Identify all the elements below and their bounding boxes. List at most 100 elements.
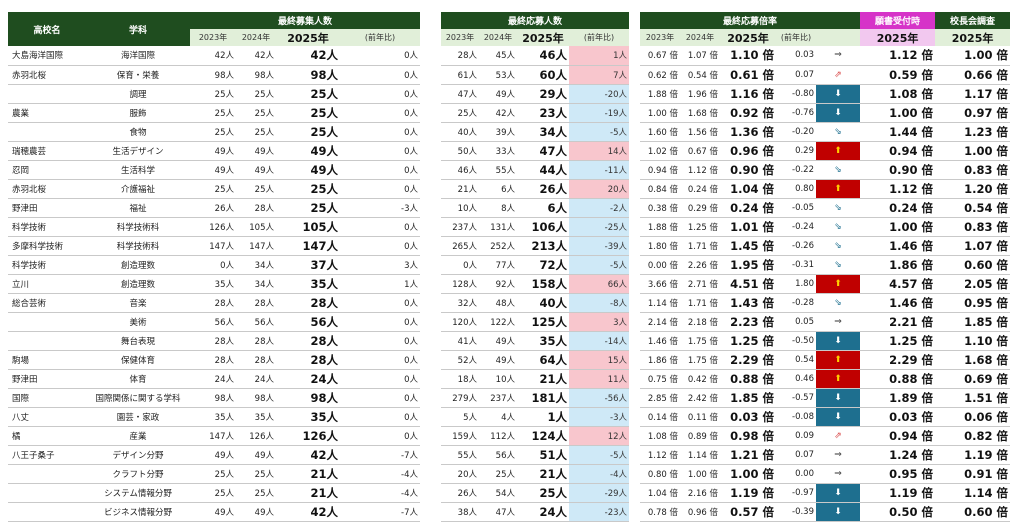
recruit-diff: -7人 [340, 445, 421, 465]
ratio-table: 最終応募倍率 願書受付時 校長会調査 2023年 2024年 2025年 (前年… [640, 12, 1011, 522]
application-ratio: 1.08 倍 [860, 84, 936, 104]
table-row: 18人 10人 21人 11人 [441, 369, 630, 389]
applicants-2024: 92人 [479, 274, 517, 294]
applicants-diff: -39人 [569, 236, 630, 256]
applicants-2023: 32人 [441, 293, 479, 313]
recruit-2023: 42人 [190, 46, 236, 66]
recruit-2024: 49人 [236, 445, 276, 465]
applicants-diff: 12人 [569, 426, 630, 446]
applicants-diff: -14人 [569, 331, 630, 351]
survey-ratio: 1.17 倍 [935, 84, 1011, 104]
ratio-2025-header: 2025年 [720, 29, 776, 46]
recruit-2025: 49人 [276, 160, 340, 180]
ratio-2024: 1.75 倍 [680, 350, 720, 370]
applicants-2023: 28人 [441, 46, 479, 66]
table-row: 総合芸術 音楽 28人 28人 28人 0人 [8, 293, 421, 313]
applicants-2023: 10人 [441, 198, 479, 218]
ratio-diff: -0.31 [776, 255, 816, 275]
dept-name: 福祉 [86, 198, 190, 218]
ratio-2024: 1.68 倍 [680, 103, 720, 123]
dept-header: 学科 [86, 12, 190, 46]
applicants-2025: 72人 [517, 255, 569, 275]
applicants-2024: 122人 [479, 312, 517, 332]
recruit-2024: 25人 [236, 84, 276, 104]
applicants-2024-header: 2024年 [479, 29, 517, 46]
recruit-2025: 49人 [276, 141, 340, 161]
table-row: 大島海洋国際 海洋国際 42人 42人 42人 0人 [8, 46, 421, 66]
survey-ratio: 1.19 倍 [935, 445, 1011, 465]
applicants-2025: 24人 [517, 502, 569, 522]
recruit-2025: 25人 [276, 84, 340, 104]
school-name: 多摩科学技術 [8, 236, 86, 256]
survey-ratio: 0.54 倍 [935, 198, 1011, 218]
ratio-2023: 1.02 倍 [640, 141, 680, 161]
applicants-2025: 46人 [517, 46, 569, 66]
dept-name: 創造理数 [86, 255, 190, 275]
table-row: 駒場 保健体育 28人 28人 28人 0人 [8, 350, 421, 370]
recruit-2023: 35人 [190, 274, 236, 294]
applicants-diff-header: (前年比) [569, 29, 630, 46]
application-ratio: 2.21 倍 [860, 312, 936, 332]
survey-ratio: 0.97 倍 [935, 103, 1011, 123]
recruit-2024: 34人 [236, 255, 276, 275]
ratio-2023: 0.94 倍 [640, 160, 680, 180]
ratio-diff: 0.07 [776, 65, 816, 85]
trend-arrow-icon: ⇒ [816, 312, 861, 332]
table-row: 2.85 倍 2.42 倍 1.85 倍 -0.57 ⬇ 1.89 倍 1.51 倍 [640, 388, 1011, 408]
applicants-2023-header: 2023年 [441, 29, 479, 46]
table-row: 1.14 倍 1.71 倍 1.43 倍 -0.28 ⇘ 1.46 倍 0.95 倍 [640, 293, 1011, 313]
ratio-diff: -0.76 [776, 103, 816, 123]
application-ratio: 0.03 倍 [860, 407, 936, 427]
ratio-2024: 0.42 倍 [680, 369, 720, 389]
recruit-diff: -3人 [340, 198, 421, 218]
recruit-diff: 0人 [340, 236, 421, 256]
applicants-diff: 15人 [569, 350, 630, 370]
table-row: 28人 45人 46人 1人 [441, 46, 630, 66]
survey-ratio: 1.14 倍 [935, 483, 1011, 503]
recruit-2023: 49人 [190, 160, 236, 180]
recruit-2023: 25人 [190, 122, 236, 142]
application-ratio: 0.95 倍 [860, 464, 936, 484]
trend-arrow-icon: ⬇ [816, 388, 861, 408]
recruit-group-header: 最終募集人数 [190, 12, 421, 29]
application-ratio: 1.12 倍 [860, 46, 936, 66]
applicants-diff: -2人 [569, 198, 630, 218]
application-ratio: 4.57 倍 [860, 274, 936, 294]
recruit-2024: 25人 [236, 483, 276, 503]
table-row: 八王子桑子 デザイン分野 49人 49人 42人 -7人 [8, 445, 421, 465]
table-row: 0.84 倍 0.24 倍 1.04 倍 0.80 ⬆ 1.12 倍 1.20 倍 [640, 179, 1011, 199]
ratio-2023: 0.80 倍 [640, 464, 680, 484]
recruit-2025: 21人 [276, 464, 340, 484]
recruit-2023: 28人 [190, 293, 236, 313]
applicants-2024: 131人 [479, 217, 517, 237]
ratio-2023: 2.14 倍 [640, 312, 680, 332]
recruit-2025: 21人 [276, 483, 340, 503]
table-row: 0.62 倍 0.54 倍 0.61 倍 0.07 ⇗ 0.59 倍 0.66 倍 [640, 65, 1011, 85]
ratio-2024: 1.25 倍 [680, 217, 720, 237]
recruitment-table: 高校名 学科 最終募集人数 2023年 2024年 2025年 (前年比) 大島… [8, 12, 421, 522]
recruit-2025: 98人 [276, 65, 340, 85]
table-row: 科学技術 創造理数 0人 34人 37人 3人 [8, 255, 421, 275]
table-row: 46人 55人 44人 -11人 [441, 160, 630, 180]
ratio-2023: 1.80 倍 [640, 236, 680, 256]
applicants-2024: 49人 [479, 331, 517, 351]
ratio-2025: 2.29 倍 [720, 350, 776, 370]
survey-year-header: 2025年 [935, 29, 1011, 46]
school-name: 大島海洋国際 [8, 46, 86, 66]
table-row: 279人 237人 181人 -56人 [441, 388, 630, 408]
survey-ratio: 0.91 倍 [935, 464, 1011, 484]
recruit-diff: 0人 [340, 217, 421, 237]
table-row: 1.88 倍 1.96 倍 1.16 倍 -0.80 ⬇ 1.08 倍 1.17 倍 [640, 84, 1011, 104]
table-row: ビジネス情報分野 49人 49人 42人 -7人 [8, 502, 421, 522]
applicants-2025: 64人 [517, 350, 569, 370]
trend-arrow-icon: ⇘ [816, 160, 861, 180]
survey-ratio: 0.66 倍 [935, 65, 1011, 85]
recruit-2025: 25人 [276, 179, 340, 199]
recruit-2023: 35人 [190, 407, 236, 427]
applicants-2023: 159人 [441, 426, 479, 446]
applicants-2025: 60人 [517, 65, 569, 85]
applicants-2024: 48人 [479, 293, 517, 313]
dept-name: 服飾 [86, 103, 190, 123]
applicants-2023: 120人 [441, 312, 479, 332]
table-row: 野津田 体育 24人 24人 24人 0人 [8, 369, 421, 389]
